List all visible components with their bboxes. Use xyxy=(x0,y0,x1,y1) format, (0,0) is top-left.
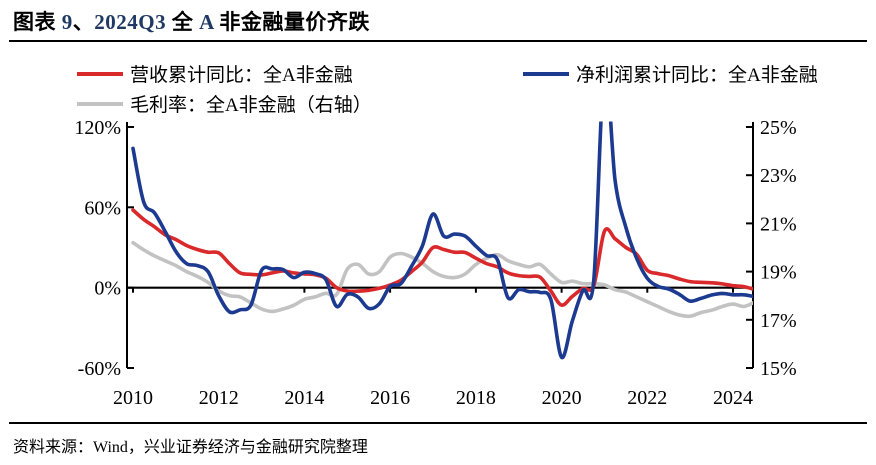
left-axis-tick-label: -60% xyxy=(78,358,121,380)
left-axis-tick-label: 60% xyxy=(84,197,121,219)
right-axis-tick-label: 21% xyxy=(760,213,797,235)
legend-item-netprofit-yoy[interactable]: 净利润累计同比：全A非金融 xyxy=(523,60,818,87)
series-line xyxy=(131,240,753,319)
source-divider xyxy=(9,422,867,424)
title-text: 、 xyxy=(72,10,95,34)
legend-swatch-gray xyxy=(77,101,123,106)
right-axis-tick-label: 17% xyxy=(760,310,797,332)
x-axis-tick-label: 2024 xyxy=(713,387,753,409)
right-axis-tick-label: 25% xyxy=(760,117,797,139)
figure-title: 图表 9、2024Q3 全 A 非金融量价齐跌 xyxy=(13,6,370,36)
source-note: 资料来源：Wind，兴业证券经济与金融研究院整理 xyxy=(13,439,368,456)
x-axis-tick-label: 2014 xyxy=(284,387,324,409)
legend-swatch-blue xyxy=(523,71,569,76)
right-axis-tick-label: 23% xyxy=(760,165,797,187)
right-axis-tick-label: 19% xyxy=(760,262,797,284)
title-text: 非金融量价齐跌 xyxy=(213,10,370,34)
title-text: 全 xyxy=(166,10,200,34)
x-axis-tick-label: 2022 xyxy=(627,387,667,409)
title-accent-text: 9 xyxy=(61,10,73,34)
title-divider xyxy=(9,40,867,42)
x-axis-tick-label: 2012 xyxy=(199,387,239,409)
left-axis-tick-label: 0% xyxy=(94,278,121,300)
legend-swatch-red xyxy=(77,71,123,76)
left-axis-tick-label: 120% xyxy=(74,117,121,139)
series-line xyxy=(131,121,753,360)
legend-item-revenue-yoy[interactable]: 营收累计同比：全A非金融 xyxy=(77,60,353,87)
title-accent-text: 2024Q3 xyxy=(94,10,167,34)
right-axis-tick-label: 15% xyxy=(760,358,797,380)
x-axis-tick-label: 2020 xyxy=(542,387,582,409)
legend-label: 营收累计同比：全A非金融 xyxy=(130,65,353,86)
x-axis-tick-label: 2016 xyxy=(370,387,410,409)
x-axis-tick-label: 2010 xyxy=(113,387,153,409)
series-line xyxy=(131,208,753,307)
legend-label: 净利润累计同比：全A非金融 xyxy=(576,65,818,86)
title-accent-text: A xyxy=(199,10,214,34)
x-axis-tick-label: 2018 xyxy=(456,387,496,409)
legend-item-gross-margin[interactable]: 毛利率：全A非金融（右轴） xyxy=(77,90,372,117)
title-text: 图表 xyxy=(13,10,62,34)
legend-label: 毛利率：全A非金融（右轴） xyxy=(130,95,372,116)
